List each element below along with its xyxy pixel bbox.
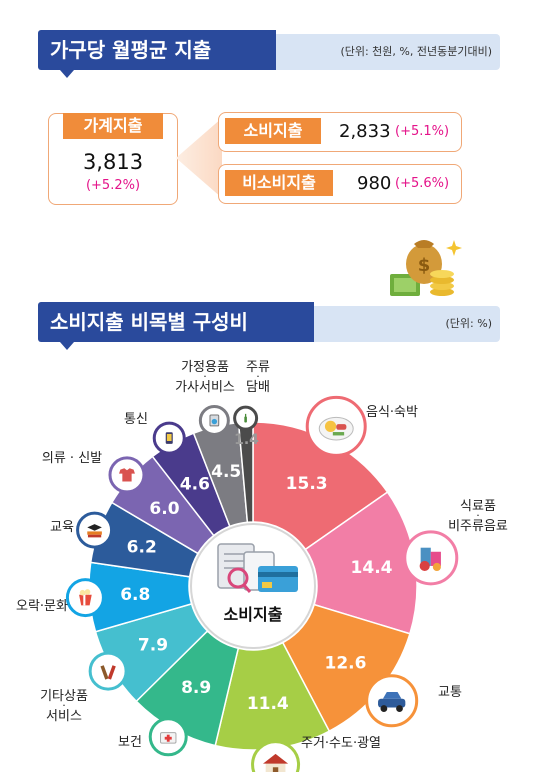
slice-category-label: 교육 — [50, 520, 74, 535]
slice-category-label: 오락·문화 — [16, 599, 68, 614]
slice-value-label: 15.3 — [286, 474, 328, 494]
slice-2 — [304, 491, 418, 635]
tools-icon — [88, 651, 128, 691]
household-box: 가계지출 3,813 (+5.2%) — [48, 113, 178, 205]
slice-value-label: 12.6 — [324, 653, 366, 673]
slice-category-label: 음식·숙박 — [366, 405, 418, 420]
slice-value-label: 11.4 — [247, 694, 289, 714]
slice-value-label: 8.9 — [181, 678, 211, 698]
slice-4 — [214, 641, 331, 751]
slice-category-label: 통신 — [124, 412, 148, 427]
header-notch — [60, 342, 74, 350]
money-bag-icon: $ — [390, 240, 462, 296]
consumption-change: (+5.1%) — [395, 124, 450, 139]
slice-category-label: 식료품 · 비주류음료 — [448, 499, 508, 534]
slice-value-label: 4.6 — [180, 474, 210, 494]
consumption-value: 2,833 — [339, 121, 391, 142]
medical-kit-icon — [148, 717, 188, 757]
nonconsumption-change: (+5.6%) — [395, 176, 450, 191]
slice-value-label: 14.4 — [351, 558, 393, 578]
slice-value-label: 6.0 — [149, 499, 179, 519]
slice-category-label: 보건 — [118, 735, 142, 750]
household-change: (+5.2%) — [85, 178, 141, 193]
slice-3 — [281, 603, 411, 733]
slice-value-label: 4.5 — [211, 462, 241, 482]
slice-category-label: 의류 · 신발 — [42, 451, 102, 466]
books-icon — [76, 511, 114, 549]
connector-wedge — [176, 118, 222, 198]
header-monthly-spending: 가구당 월평균 지출 (단위: 천원, %, 전년동분기대비) — [38, 30, 500, 78]
slice-value-label: 1.4 — [234, 432, 259, 448]
consumption-box: 소비지출 2,833 (+5.1%) — [218, 112, 462, 152]
bottle-icon — [233, 405, 259, 431]
nonconsumption-box: 비소비지출 980 (+5.6%) — [218, 164, 462, 204]
food-plate-icon — [305, 395, 367, 457]
slice-category-label: 교통 — [438, 685, 462, 700]
header-unit: (단위: %) — [445, 317, 492, 330]
slice-value-label: 6.8 — [120, 585, 150, 605]
shirt-icon — [108, 456, 146, 494]
household-value: 3,813 — [82, 150, 144, 174]
svg-text:$: $ — [418, 255, 431, 276]
popcorn-icon — [65, 578, 105, 618]
center-badge: 소비지출 — [190, 523, 316, 649]
nonconsumption-label: 비소비지출 — [225, 170, 333, 196]
header-title: 가구당 월평균 지출 — [38, 30, 276, 70]
slice-1 — [252, 421, 389, 551]
phone-icon — [152, 421, 186, 455]
consumption-label: 소비지출 — [225, 118, 321, 144]
slice-category-label: 가정용품 · 가사서비스 — [175, 360, 235, 395]
header-unit: (단위: 천원, %, 전년동분기대비) — [340, 45, 492, 58]
slice-category-label: 기타상품 · 서비스 — [40, 689, 88, 724]
nonconsumption-value: 980 — [357, 173, 392, 194]
center-label: 소비지출 — [224, 605, 283, 624]
header-title: 소비지출 비목별 구성비 — [38, 302, 314, 342]
slice-value-label: 6.2 — [127, 538, 157, 558]
header-notch — [60, 70, 74, 78]
car-icon — [365, 674, 419, 728]
slice-category-label: 주거·수도·광열 — [301, 736, 381, 751]
groceries-icon — [403, 530, 459, 586]
appliance-icon — [198, 404, 230, 436]
house-icon — [251, 740, 301, 772]
slice-value-label: 7.9 — [138, 636, 168, 656]
household-label: 가계지출 — [63, 113, 163, 139]
slice-category-label: 주류 · 담배 — [246, 360, 270, 395]
header-composition: 소비지출 비목별 구성비 (단위: %) — [38, 302, 500, 350]
documents-icon — [217, 543, 298, 593]
